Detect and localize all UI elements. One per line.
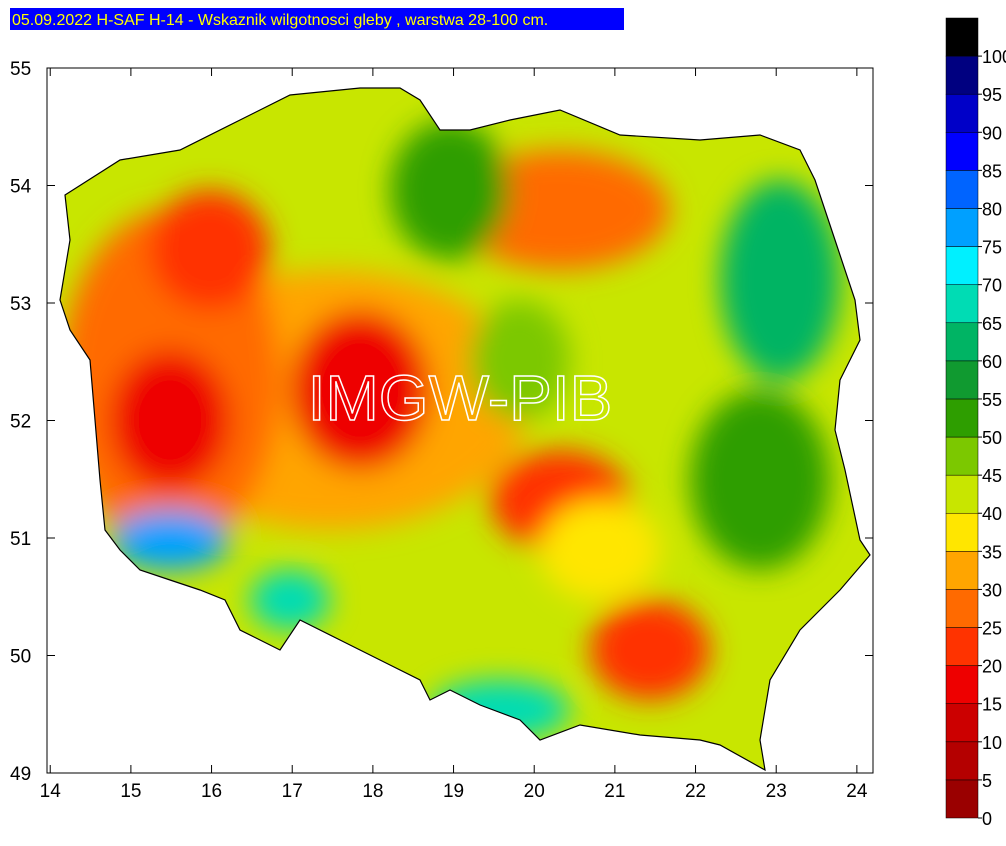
colorbar-swatch [945,360,979,400]
colorbar-swatch [945,551,979,590]
x-tick-label: 19 [443,781,464,802]
colorbar-swatch [945,322,979,362]
colorbar-label: 25 [982,619,1002,639]
colorbar-swatch [945,93,979,133]
colorbar-label: 30 [982,580,1002,600]
x-tick-label: 14 [40,781,62,802]
y-tick-label: 53 [10,294,31,315]
colorbar-label: 40 [982,504,1002,524]
colorbar-swatch [945,512,979,552]
y-tick-label: 51 [10,529,31,550]
colorbar-label: 10 [982,733,1002,753]
x-tick-label: 17 [282,781,303,802]
colorbar-swatch [945,589,979,628]
colorbar-swatch [945,284,979,324]
colorbar-label: 5 [982,771,992,791]
x-tick-label: 21 [604,781,625,802]
colorbar-swatch [945,741,979,781]
y-tick-label: 52 [10,412,31,433]
colorbar-swatch [945,436,979,476]
moisture-field [60,88,870,770]
watermark: IMGW-PIB [308,362,613,434]
x-tick-label: 15 [120,781,141,802]
colorbar-swatch [945,398,979,438]
colorbar-swatch [945,55,979,95]
colorbar-label: 45 [982,466,1002,486]
colorbar-swatch [945,208,979,247]
x-tick-label: 23 [766,781,787,802]
colorbar-swatch [945,627,979,666]
colorbar-label: 60 [982,352,1002,372]
x-tick-label: 18 [362,781,383,802]
x-tick-label: 22 [685,781,706,802]
colorbar-label: 70 [982,276,1002,296]
colorbar-label: 50 [982,428,1002,448]
colorbar-swatch [945,170,979,209]
colorbar-label: 80 [982,199,1002,219]
x-tick-label: 16 [201,781,222,802]
colorbar-swatch [945,17,979,57]
x-tick-label: 20 [524,781,545,802]
y-tick-label: 50 [10,647,31,668]
y-tick-label: 55 [10,59,31,80]
colorbar-label: 85 [982,161,1002,181]
colorbar-label: 65 [982,314,1002,334]
colorbar-label: 95 [982,85,1002,105]
colorbar-label: 0 [982,809,992,829]
title-background [10,8,624,30]
y-tick-label: 54 [10,177,32,198]
colorbar-label: 15 [982,695,1002,715]
colorbar-label: 20 [982,657,1002,677]
colorbar-label: 55 [982,390,1002,410]
colorbar-swatch [945,474,979,514]
colorbar-swatch [945,779,979,819]
x-tick-label: 24 [846,781,868,802]
colorbar-label: 90 [982,123,1002,143]
colorbar-label: 75 [982,238,1002,258]
colorbar-label: 35 [982,542,1002,562]
colorbar-swatch [945,246,979,285]
colorbar-swatch [945,703,979,743]
title: 05.09.2022 H-SAF H-14 - Wskaznik wilgotn… [12,12,548,29]
y-tick-label: 49 [10,764,31,785]
colorbar-swatch [945,665,979,704]
colorbar-label: 100 [982,47,1006,67]
colorbar-swatch [945,132,979,171]
